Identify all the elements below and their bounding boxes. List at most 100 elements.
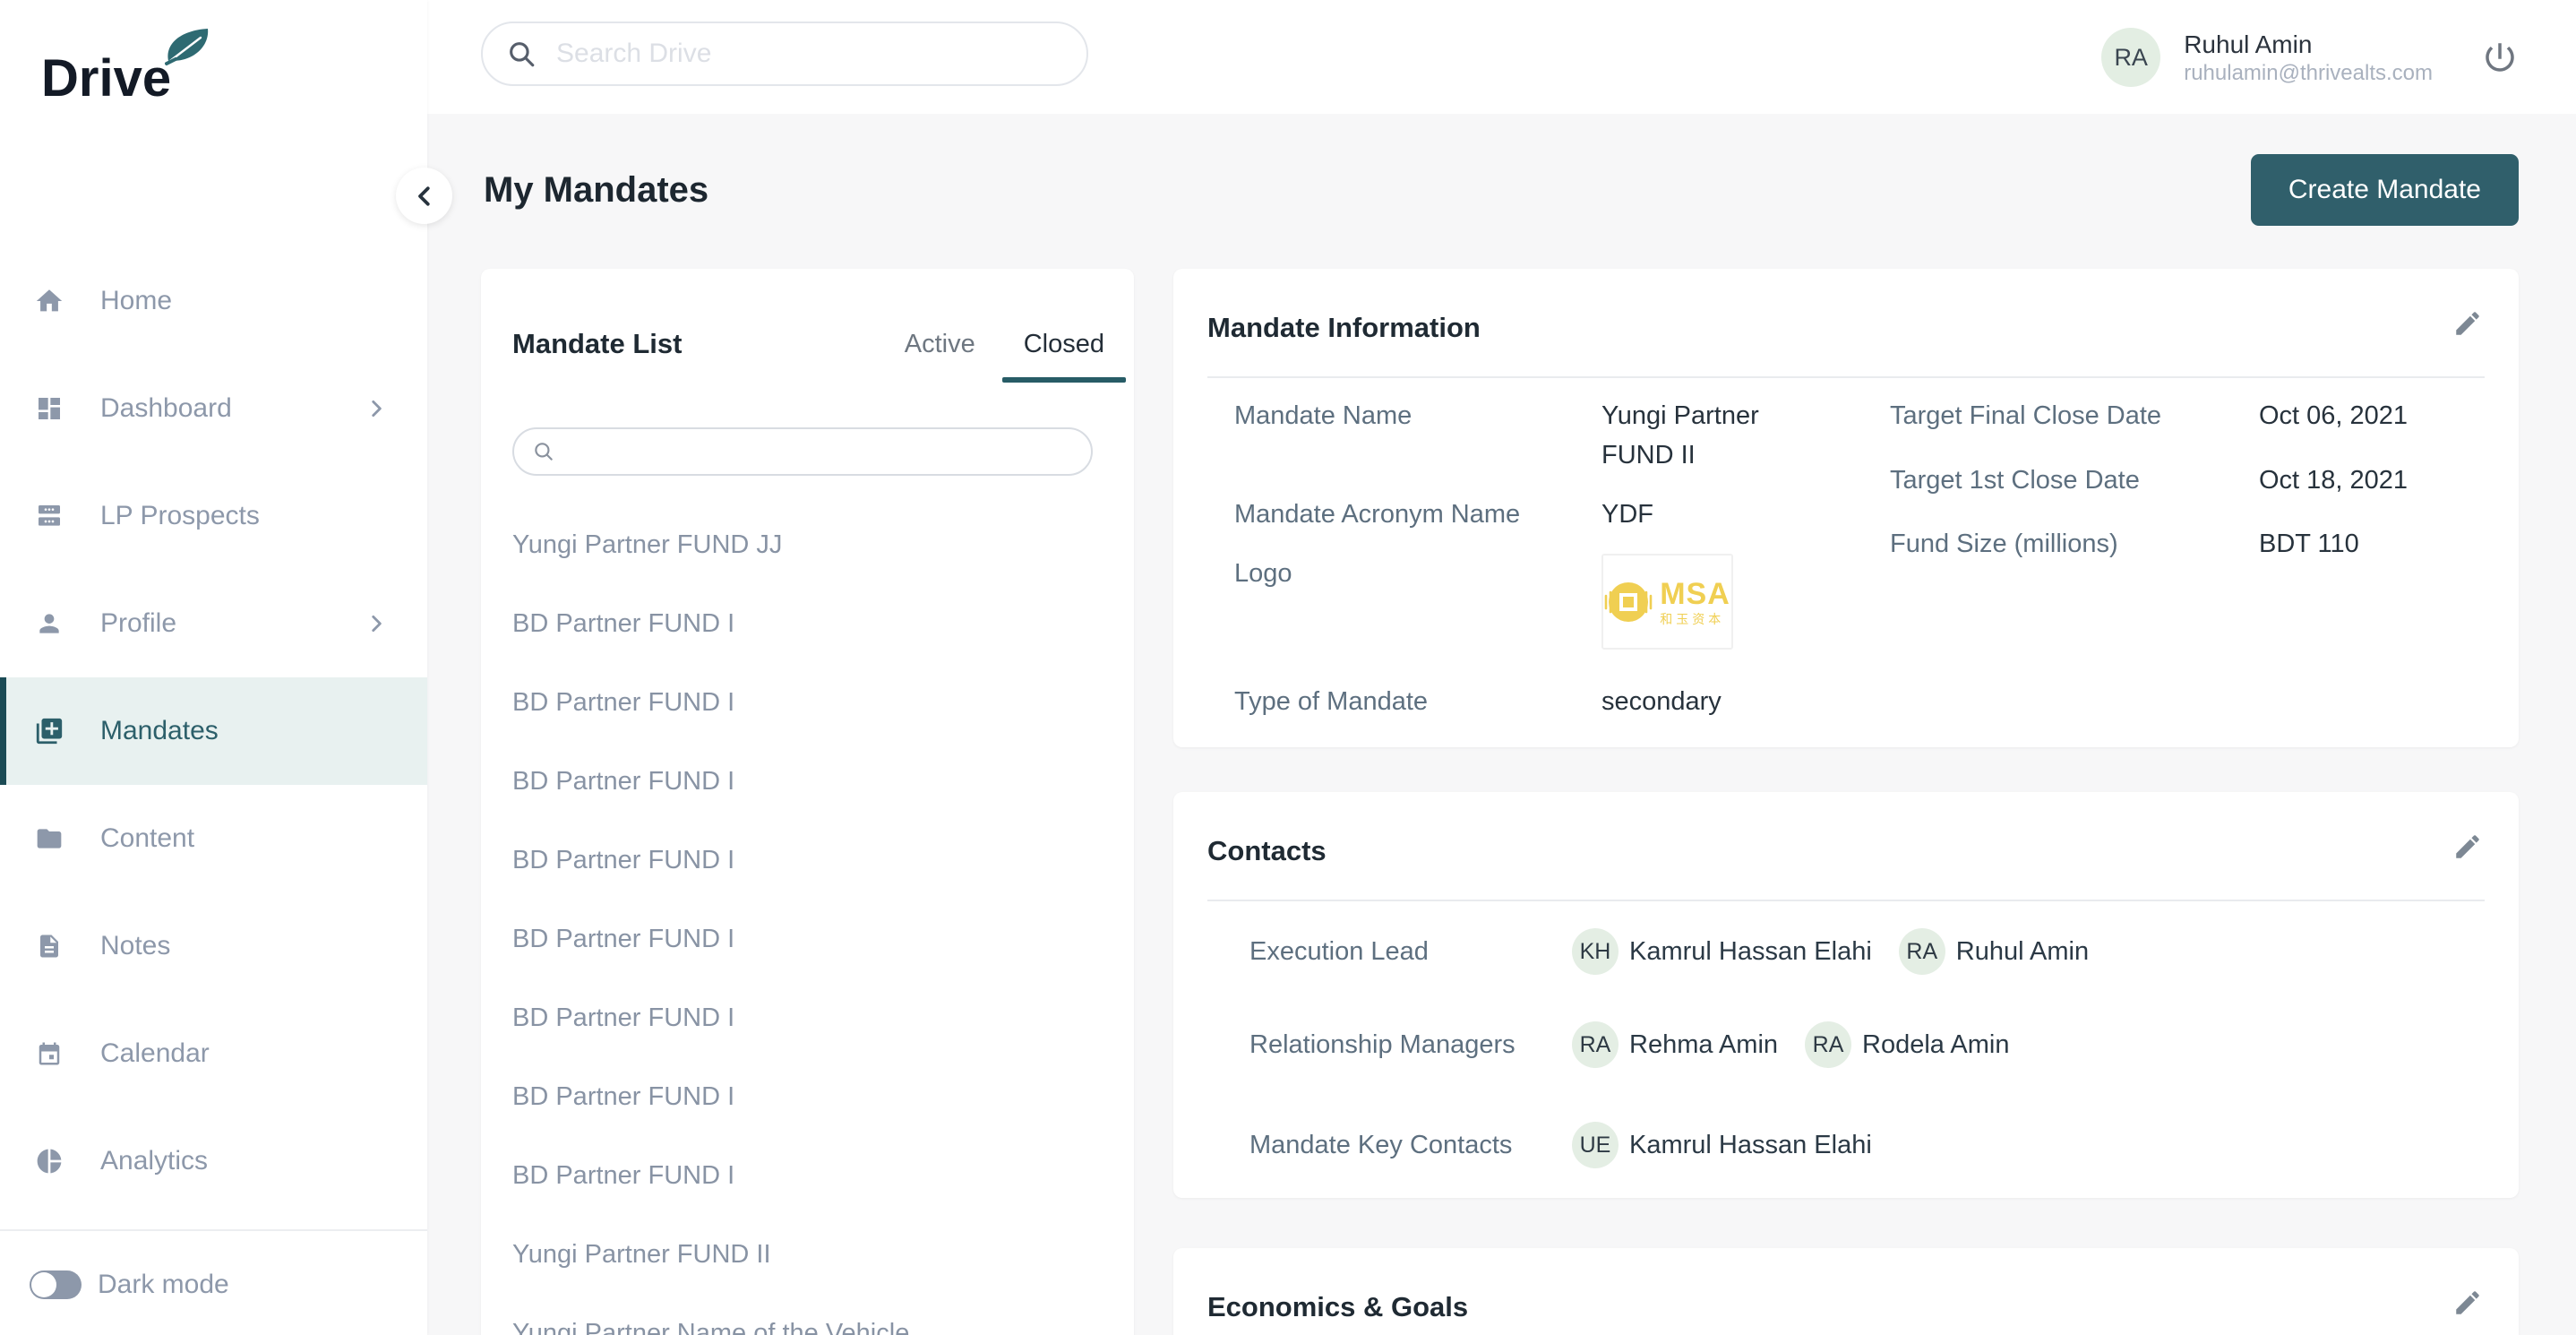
avatar: KH — [1572, 928, 1619, 975]
mandate-information-title: Mandate Information — [1207, 312, 1481, 343]
toggle-knob — [31, 1272, 56, 1297]
search-icon — [532, 440, 555, 463]
field-type-of-mandate: Type of Mandate secondary — [1234, 682, 1722, 721]
sidebar-item-label: Home — [100, 286, 173, 315]
sidebar-item-label: Dashboard — [100, 393, 232, 423]
economics-goals-panel: Economics & Goals — [1173, 1248, 2519, 1335]
sidebar-collapse-button[interactable] — [396, 168, 452, 224]
analytics-pie-icon — [34, 1146, 64, 1176]
chevron-right-icon — [365, 397, 388, 420]
list-item[interactable]: Yungi Partner FUND JJ — [512, 530, 783, 559]
contact-person[interactable]: UE Kamrul Hassan Elahi — [1572, 1122, 1872, 1168]
sidebar-item-home[interactable]: Home — [0, 247, 427, 355]
notes-icon — [34, 931, 64, 961]
field-label: Logo — [1234, 559, 1292, 588]
field-value: Yungi Partner FUND II — [1601, 401, 1759, 469]
mandates-icon — [34, 716, 64, 746]
sidebar-item-mandates[interactable]: Mandates — [0, 677, 427, 785]
home-icon — [34, 286, 64, 316]
field-mandate-name: Mandate Name Yungi Partner FUND II — [1234, 396, 1807, 475]
list-item[interactable]: BD Partner FUND I — [512, 1081, 735, 1111]
global-search[interactable] — [481, 22, 1088, 86]
user-avatar[interactable]: RA — [2101, 28, 2161, 87]
contact-person[interactable]: RA Rodela Amin — [1805, 1021, 2009, 1068]
tab-closed[interactable]: Closed — [1001, 330, 1127, 383]
field-value: Oct 18, 2021 — [2259, 466, 2409, 495]
list-item[interactable]: BD Partner FUND I — [512, 845, 735, 874]
list-item[interactable]: BD Partner FUND I — [512, 1160, 735, 1190]
contact-person[interactable]: RA Ruhul Amin — [1898, 928, 2089, 975]
sidebar-item-notes[interactable]: Notes — [0, 892, 427, 1000]
leaf-icon — [156, 25, 215, 66]
sidebar-item-label: Content — [100, 823, 195, 853]
contact-row-label: Relationship Managers — [1249, 1030, 1516, 1059]
dark-mode-toggle[interactable] — [30, 1270, 82, 1299]
create-mandate-button[interactable]: Create Mandate — [2250, 154, 2519, 226]
dark-mode-row: Dark mode — [0, 1258, 427, 1312]
field-value: Oct 06, 2021 — [2259, 401, 2409, 430]
user-texts: Ruhul Amin ruhulamin@thrivealts.com — [2184, 29, 2433, 87]
mandate-list-panel: Mandate List Active Closed Yungi Partner… — [481, 269, 1134, 1335]
sidebar: Drive Home Dashboard — [0, 0, 427, 1335]
sidebar-item-analytics[interactable]: Analytics — [0, 1107, 427, 1215]
edit-pencil-icon[interactable] — [2452, 831, 2483, 862]
list-item[interactable]: BD Partner FUND I — [512, 1003, 735, 1032]
panel-divider — [1207, 376, 2485, 378]
mandate-list-tabs: Active Closed — [904, 330, 1127, 383]
mandate-list-header: Mandate List Active Closed — [512, 321, 1127, 383]
contact-row-execution-lead: Execution Lead KH Kamrul Hassan Elahi RA… — [1249, 928, 2483, 975]
field-value: BDT 110 — [2259, 530, 2359, 558]
sidebar-nav: Home Dashboard LP Prospects — [0, 247, 427, 1215]
contact-person[interactable]: KH Kamrul Hassan Elahi — [1572, 928, 1872, 975]
contacts-header: Contacts — [1207, 830, 2485, 874]
mandate-information-header: Mandate Information — [1207, 306, 2485, 351]
sidebar-item-calendar[interactable]: Calendar — [0, 1000, 427, 1107]
global-search-input[interactable] — [556, 39, 1022, 69]
sidebar-item-dashboard[interactable]: Dashboard — [0, 355, 427, 462]
list-item[interactable]: BD Partner FUND I — [512, 608, 735, 638]
field-mandate-acronym: Mandate Acronym Name YDF — [1234, 495, 1653, 534]
contact-row-mandate-key-contacts: Mandate Key Contacts UE Kamrul Hassan El… — [1249, 1107, 2483, 1183]
edit-pencil-icon[interactable] — [2452, 1288, 2483, 1318]
contact-name: Kamrul Hassan Elahi — [1629, 1130, 1872, 1159]
logout-power-icon[interactable] — [2481, 39, 2519, 76]
list-item[interactable]: BD Partner FUND I — [512, 924, 735, 953]
mandate-list-search[interactable] — [512, 427, 1093, 476]
avatar: RA — [1572, 1021, 1619, 1068]
sidebar-item-label: Notes — [100, 931, 171, 960]
list-item[interactable]: Yungi Partner FUND II — [512, 1239, 771, 1269]
mandate-logo-image: MSA 和玉资本 — [1601, 554, 1733, 650]
chevron-right-icon — [365, 612, 388, 635]
edit-pencil-icon[interactable] — [2452, 308, 2483, 339]
contacts-title: Contacts — [1207, 835, 1327, 866]
avatar: UE — [1572, 1122, 1619, 1168]
brand-logo[interactable]: Drive — [41, 23, 238, 108]
sidebar-item-lp-prospects[interactable]: LP Prospects — [0, 462, 427, 570]
mandate-information-panel: Mandate Information Mandate Name Yungi P… — [1173, 269, 2519, 747]
profile-icon — [34, 608, 64, 639]
economics-goals-title: Economics & Goals — [1207, 1291, 1469, 1322]
sidebar-item-label: Calendar — [100, 1038, 210, 1068]
tab-active[interactable]: Active — [904, 330, 975, 358]
calendar-icon — [34, 1038, 64, 1069]
sidebar-item-label: LP Prospects — [100, 501, 260, 530]
list-item[interactable]: BD Partner FUND I — [512, 766, 735, 796]
contact-row-label: Execution Lead — [1249, 937, 1429, 966]
lp-prospects-icon — [34, 501, 64, 531]
sidebar-item-label: Analytics — [100, 1146, 209, 1176]
sidebar-item-profile[interactable]: Profile — [0, 570, 427, 677]
search-icon — [506, 39, 537, 69]
field-label: Target 1st Close Date — [1890, 466, 2140, 495]
contact-person[interactable]: RA Rehma Amin — [1572, 1021, 1778, 1068]
chevron-left-icon — [411, 183, 438, 210]
field-label: Fund Size (millions) — [1890, 530, 2118, 558]
mandate-list-search-input[interactable] — [568, 437, 1052, 466]
list-item[interactable]: BD Partner FUND I — [512, 687, 735, 717]
sidebar-item-label: Profile — [100, 608, 177, 638]
sidebar-item-content[interactable]: Content — [0, 785, 427, 892]
contact-row-label: Mandate Key Contacts — [1249, 1131, 1513, 1159]
user-name: Ruhul Amin — [2184, 30, 2313, 58]
list-item[interactable]: Yungi Partner Name of the Vehicle — [512, 1318, 910, 1335]
user-email: ruhulamin@thrivealts.com — [2184, 60, 2433, 85]
